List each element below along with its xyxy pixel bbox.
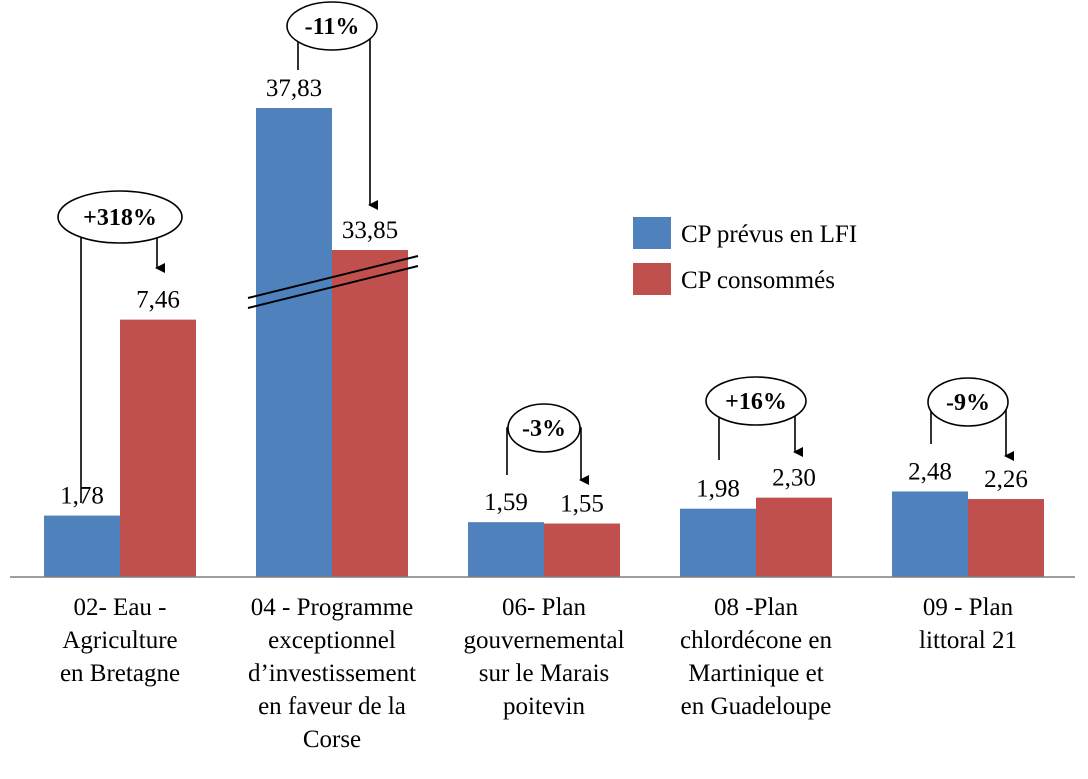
variation-bubble [507,403,581,453]
data-label: 1,78 [60,483,104,510]
legend-swatch [633,263,671,295]
category-label: 04 - Programme [251,594,413,621]
bar-consommes-3 [756,497,832,577]
variation-label: -11% [305,14,360,40]
category-label: Martinique et [688,660,823,687]
bar-prevus-2 [468,522,544,577]
category-label: 09 - Plan [923,594,1014,621]
bar-consommes-4 [968,499,1044,577]
category-label: d’investissement [248,660,416,687]
category-label: littoral 21 [919,627,1017,654]
category-label: exceptionnel [268,627,396,654]
bar-consommes-1 [332,250,408,577]
data-label: 1,98 [696,476,740,503]
legend: CP prévus en LFI CP consommés [633,217,857,295]
category-label: chlordécone en [680,627,833,654]
variation-bubble [57,190,183,244]
variation-label: -9% [946,390,990,416]
variation-label: +16% [725,389,787,415]
variation-bubble [705,376,807,426]
category-label: Corse [303,726,361,753]
category-label: 06- Plan [502,594,587,621]
legend-label: CP consommés [681,267,835,294]
category-label: gouvernemental [463,627,624,654]
data-label: 2,30 [772,465,816,492]
bar-prevus-4 [892,491,968,577]
data-label: 33,85 [342,217,398,244]
bar-prevus-1 [256,108,332,577]
data-label: 7,46 [136,287,180,314]
variation-label: -3% [522,416,566,442]
bar-prevus-3 [680,508,756,577]
category-label: sur le Marais [479,660,610,687]
category-label: 02- Eau - [73,594,166,621]
bar-consommes-2 [544,523,620,577]
category-labels-layer: 02- Eau - Agriculture en Bretagne 04 - Prog… [60,594,1017,753]
data-labels-layer: 1,78 37,83 1,59 1,98 2,48 7,46 33,85 1,55 2,30 2,… [60,75,1028,518]
data-label: 37,83 [266,75,322,102]
data-label: 1,59 [484,489,528,516]
bar-prevus-0 [44,515,120,577]
variation-bubble [927,377,1009,427]
data-label: 1,55 [560,491,604,518]
bars-layer [44,108,1044,577]
category-label: en Bretagne [60,660,180,687]
legend-label: CP prévus en LFI [681,221,857,248]
axis-break-mark [247,265,419,309]
data-label: 2,48 [908,458,952,485]
variation-annotations-layer: +318% -11% -3% +16% -9% [57,1,1014,503]
variation-label: +318% [83,205,157,231]
variation-connector [506,427,508,475]
variation-arrow [579,427,589,485]
category-label: en Guadeloupe [681,693,832,720]
axis-break-mark [247,255,419,299]
variation-arrow [368,25,378,210]
category-label: en faveur de la [258,693,406,720]
variation-bubble [286,1,378,51]
category-label: poitevin [503,693,585,720]
legend-swatch [633,217,671,249]
bar-consommes-0 [120,319,196,577]
category-label: 08 -Plan [714,594,799,621]
data-label: 2,26 [984,466,1028,493]
category-label: Agriculture [62,627,177,654]
variation-connector [58,216,82,503]
